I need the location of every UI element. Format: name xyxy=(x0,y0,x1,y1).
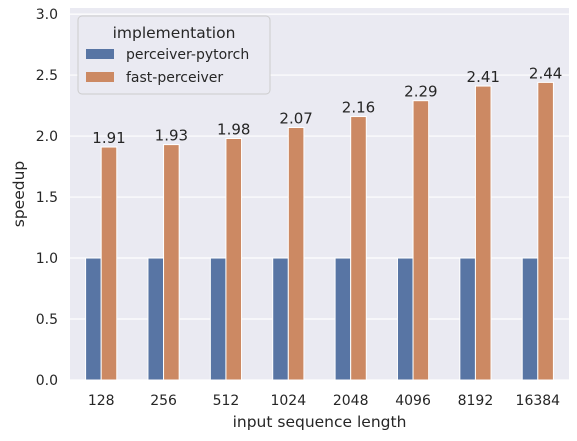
legend: implementation perceiver-pytorch fast-pe… xyxy=(77,15,271,95)
y-tick-label: 1.0 xyxy=(36,251,58,267)
bar-value-label: 1.98 xyxy=(217,121,250,139)
x-tick-label: 256 xyxy=(150,393,177,409)
bar-fast-perceiver-1024 xyxy=(287,127,305,381)
bar-fast-perceiver-2048 xyxy=(350,116,367,381)
bar-fast-perceiver-256 xyxy=(163,144,180,381)
bar-value-label: 2.41 xyxy=(467,68,500,86)
bars xyxy=(85,81,554,381)
legend-title: implementation xyxy=(113,24,236,42)
bar-value-label: 2.07 xyxy=(279,110,312,128)
bar-value-label: 2.44 xyxy=(529,64,562,82)
bar-fast-perceiver-128 xyxy=(100,146,118,381)
bar-labels: 1.91 1.93 1.98 2.07 2.16 2.29 2.41 2.44 xyxy=(92,64,562,147)
x-tick-label: 512 xyxy=(213,393,240,409)
bar-value-label: 1.93 xyxy=(155,127,188,145)
x-axis-label: input sequence length xyxy=(233,413,407,431)
bar-value-label: 2.29 xyxy=(404,83,437,101)
x-tick-label: 128 xyxy=(88,393,115,409)
x-tick-labels: 128 256 512 1024 2048 4096 8192 16384 xyxy=(88,393,560,409)
y-tick-label: 3.0 xyxy=(36,7,58,23)
legend-swatch-fast-perceiver xyxy=(86,72,114,82)
bar-fast-perceiver-16384 xyxy=(537,81,554,381)
bar-perceiver-pytorch-4096 xyxy=(396,257,414,381)
y-tick-label: 1.5 xyxy=(36,190,58,206)
bar-value-label: 2.16 xyxy=(342,99,375,117)
legend-label-perceiver-pytorch: perceiver-pytorch xyxy=(126,47,249,63)
bar-perceiver-pytorch-256 xyxy=(147,257,165,381)
bar-value-label: 1.91 xyxy=(92,129,125,147)
x-tick-label: 4096 xyxy=(395,393,431,409)
y-tick-labels: 0.0 0.5 1.0 1.5 2.0 2.5 3.0 xyxy=(36,7,58,389)
x-tick-label: 1024 xyxy=(270,393,306,409)
bar-perceiver-pytorch-1024 xyxy=(272,257,289,381)
y-tick-label: 0.0 xyxy=(36,373,58,389)
bar-perceiver-pytorch-128 xyxy=(85,257,102,381)
x-tick-label: 16384 xyxy=(516,393,561,409)
bar-perceiver-pytorch-512 xyxy=(209,257,227,381)
y-axis-label: speedup xyxy=(10,161,28,228)
y-tick-label: 2.0 xyxy=(36,129,58,145)
y-tick-label: 2.5 xyxy=(36,68,58,84)
bar-fast-perceiver-4096 xyxy=(412,100,430,381)
legend-swatch-perceiver-pytorch xyxy=(86,49,114,59)
bar-perceiver-pytorch-8192 xyxy=(459,257,476,381)
legend-label-fast-perceiver: fast-perceiver xyxy=(126,70,223,86)
bar-perceiver-pytorch-16384 xyxy=(521,257,539,381)
bar-perceiver-pytorch-2048 xyxy=(334,257,352,381)
x-tick-label: 8192 xyxy=(458,393,494,409)
legend-box xyxy=(77,15,271,95)
bar-fast-perceiver-8192 xyxy=(474,85,492,381)
x-tick-label: 2048 xyxy=(333,393,369,409)
bar-fast-perceiver-512 xyxy=(225,138,243,381)
y-tick-label: 0.5 xyxy=(36,312,58,328)
